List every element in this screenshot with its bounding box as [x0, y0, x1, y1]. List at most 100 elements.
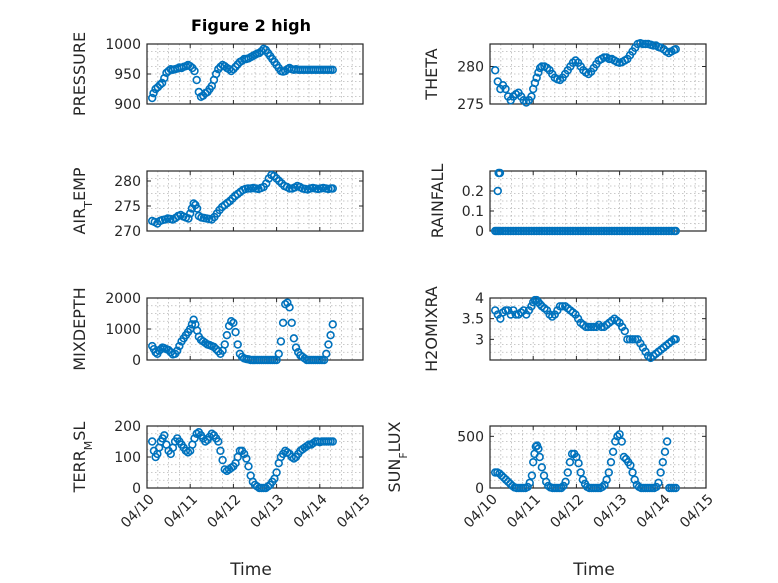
data-point-sun_flux: [565, 457, 575, 467]
data-point-theta: [638, 39, 648, 49]
data-point-sun_flux: [615, 430, 624, 439]
data-point-mixdepth: [222, 331, 232, 340]
x-tick-label: 04/11: [161, 492, 201, 532]
data-point-rainfall: [529, 226, 539, 236]
data-point-rainfall: [628, 226, 637, 236]
data-point-sun_flux: [563, 468, 572, 477]
data-point-sun_flux: [617, 437, 626, 446]
data-point-rainfall: [607, 226, 617, 236]
data-point-terr_msl: [160, 431, 169, 440]
data-point-sun_flux: [613, 432, 622, 441]
x-tick-label: 04/13: [591, 492, 631, 532]
data-point-rainfall: [571, 226, 580, 236]
data-point-rainfall: [586, 226, 596, 236]
data-point-sun_flux: [557, 483, 566, 493]
data-point-h2omixra: [630, 335, 640, 344]
data-point-h2omixra: [527, 302, 536, 311]
ylabel-h2omixra: H2OMIXRA: [422, 286, 441, 372]
data-point-sun_flux: [503, 477, 513, 486]
data-point-theta: [534, 68, 543, 77]
x-tick-label: 04/15: [334, 492, 374, 532]
data-point-sun_flux: [576, 468, 585, 477]
data-point-rainfall: [550, 226, 559, 236]
data-point-rainfall: [605, 226, 614, 236]
data-point-mixdepth: [289, 334, 299, 343]
data-point-rainfall: [612, 226, 622, 236]
data-point-sun_flux: [561, 477, 570, 486]
y-tick-label: 275: [457, 97, 484, 113]
data-point-rainfall: [602, 226, 611, 236]
data-point-terr_msl: [244, 462, 253, 471]
data-point-rainfall: [516, 226, 526, 236]
data-point-mixdepth: [187, 320, 197, 329]
data-point-sun_flux: [654, 478, 663, 488]
data-point-air_temp: [285, 184, 294, 193]
data-point-sun_flux: [501, 475, 511, 484]
y-tick-label: 1000: [105, 322, 141, 338]
data-point-mixdepth: [231, 327, 240, 337]
xlabel-left: Time: [229, 560, 272, 580]
data-point-rainfall: [623, 226, 632, 236]
y-tick-label: 4: [475, 291, 484, 307]
data-point-mixdepth: [291, 343, 301, 352]
subplot-air-temp: AIRTEMP 270 275 280: [70, 167, 364, 240]
data-point-rainfall: [496, 226, 505, 236]
data-point-mixdepth: [229, 318, 238, 327]
x-tick-label: 04/14: [634, 491, 674, 531]
data-point-sun_flux: [534, 444, 543, 453]
data-point-rainfall: [548, 226, 557, 236]
data-point-pressure: [229, 64, 238, 74]
data-point-sun_flux: [658, 457, 667, 467]
ylabel-terr-msl: TERRMSL: [70, 422, 95, 494]
y-tick-label: 275: [114, 199, 141, 215]
data-point-sun_flux: [541, 477, 551, 486]
data-point-mixdepth: [233, 340, 242, 349]
data-point-sun_flux: [578, 475, 588, 484]
y-tick-label: 0: [132, 353, 141, 369]
data-point-rainfall: [617, 226, 627, 236]
data-point-theta: [641, 39, 650, 49]
data-point-rainfall: [656, 226, 666, 236]
subplot-sun-flux: SUNFLUX 0 500 04/10 04/11 04/12 04/13 04/14 04/…: [385, 421, 717, 531]
data-point-mixdepth: [287, 318, 296, 327]
data-point-rainfall: [643, 226, 653, 236]
ylabel-sun-flux: SUNFLUX: [385, 421, 410, 492]
data-point-theta: [671, 45, 680, 54]
data-point-mixdepth: [283, 298, 292, 307]
data-point-rainfall: [524, 226, 534, 236]
data-point-sun_flux: [535, 452, 544, 462]
data-point-rainfall: [493, 186, 502, 196]
data-point-rainfall: [563, 226, 572, 236]
data-point-sun_flux: [660, 447, 670, 457]
data-point-rainfall: [576, 226, 585, 236]
data-point-sun_flux: [656, 468, 665, 477]
data-point-rainfall: [535, 226, 544, 236]
data-point-sun_flux: [527, 471, 537, 480]
data-point-terr_msl: [328, 437, 337, 446]
subplot-theta: THETA 275 280: [422, 39, 707, 113]
axes-box: [489, 425, 707, 489]
data-point-pressure: [227, 66, 236, 76]
data-point-rainfall: [592, 226, 601, 236]
data-point-sun_flux: [662, 437, 672, 446]
ylabel-pressure: PRESSURE: [70, 32, 89, 116]
data-point-sun_flux: [497, 471, 506, 480]
data-point-air_temp: [328, 184, 337, 193]
data-point-pressure: [214, 64, 223, 74]
data-point-pressure: [147, 93, 157, 103]
data-point-rainfall: [594, 226, 604, 236]
data-point-terr_msl: [190, 434, 199, 443]
data-point-mixdepth: [328, 320, 337, 329]
data-point-mixdepth: [322, 349, 331, 358]
data-point-h2omixra: [625, 335, 635, 344]
y-tick-label: 950: [114, 67, 141, 83]
data-point-theta: [649, 41, 658, 50]
data-point-rainfall: [589, 226, 598, 236]
data-point-pressure: [231, 62, 240, 72]
data-point-air_temp: [243, 184, 253, 193]
data-point-rainfall: [579, 226, 588, 236]
x-tick-label: 04/13: [248, 492, 288, 532]
data-point-rainfall: [599, 226, 609, 236]
subplot-h2omixra: H2OMIXRA 3 3.5 4: [422, 286, 707, 372]
xlabel-right: Time: [572, 560, 615, 580]
